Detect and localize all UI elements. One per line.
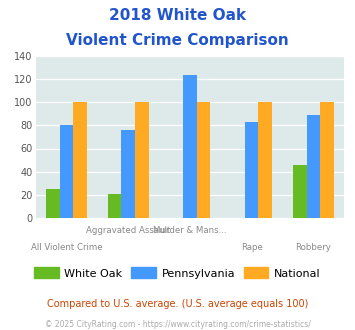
Bar bbox=[293, 165, 307, 218]
Text: Aggravated Assault: Aggravated Assault bbox=[86, 226, 170, 235]
Bar bbox=[320, 102, 334, 218]
Text: © 2025 CityRating.com - https://www.cityrating.com/crime-statistics/: © 2025 CityRating.com - https://www.city… bbox=[45, 320, 310, 329]
Bar bbox=[135, 102, 148, 218]
Text: All Violent Crime: All Violent Crime bbox=[31, 243, 102, 251]
Text: 2018 White Oak: 2018 White Oak bbox=[109, 8, 246, 23]
Text: Murder & Mans...: Murder & Mans... bbox=[153, 226, 227, 235]
Text: Rape: Rape bbox=[241, 243, 263, 251]
Bar bbox=[121, 130, 135, 218]
Text: Compared to U.S. average. (U.S. average equals 100): Compared to U.S. average. (U.S. average … bbox=[47, 299, 308, 309]
Bar bbox=[183, 75, 197, 218]
Bar bbox=[108, 193, 121, 218]
Text: Robbery: Robbery bbox=[295, 243, 332, 251]
Bar bbox=[197, 102, 210, 218]
Bar bbox=[46, 189, 60, 218]
Legend: White Oak, Pennsylvania, National: White Oak, Pennsylvania, National bbox=[30, 263, 325, 283]
Bar bbox=[258, 102, 272, 218]
Bar bbox=[73, 102, 87, 218]
Bar bbox=[60, 125, 73, 218]
Bar bbox=[245, 122, 258, 218]
Bar bbox=[307, 115, 320, 218]
Text: Violent Crime Comparison: Violent Crime Comparison bbox=[66, 33, 289, 48]
